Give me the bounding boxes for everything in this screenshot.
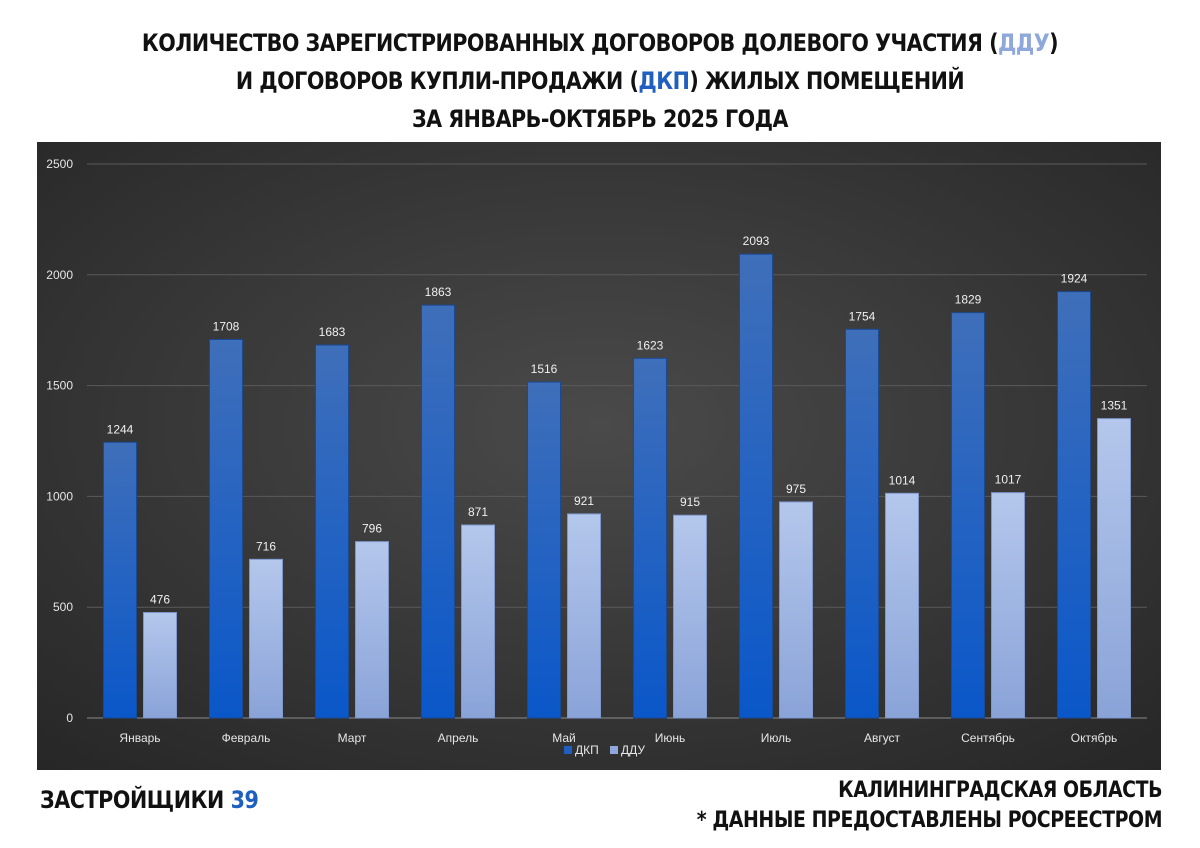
bar [315, 344, 349, 719]
data-label: 1754 [849, 309, 876, 323]
x-tick-label: Апрель [438, 731, 479, 745]
y-tick-label: 2000 [46, 268, 73, 282]
title-line-1-end: ) [1049, 29, 1059, 57]
source-note: * ДАННЫЕ ПРЕДОСТАВЛЕНЫ РОСРЕЕСТРОМ [696, 808, 1163, 833]
bar [249, 558, 283, 719]
bar [1097, 418, 1131, 719]
bar [991, 492, 1025, 719]
data-label: 975 [786, 482, 806, 496]
bar [633, 357, 667, 719]
data-label: 1516 [531, 362, 558, 376]
x-tick-label: Август [864, 731, 901, 745]
data-label: 2093 [743, 234, 770, 248]
bar [779, 501, 813, 719]
data-label: 1863 [425, 285, 452, 299]
data-label: 915 [680, 495, 700, 509]
x-tick-label: Июнь [655, 731, 686, 745]
brand-number: 39 [230, 786, 259, 814]
title-line-2-text: И ДОГОВОРОВ КУПЛИ-ПРОДАЖИ ( [235, 67, 639, 95]
data-label: 1017 [995, 473, 1022, 487]
x-tick-label: Июль [761, 731, 792, 745]
title-ddu-highlight: ДДУ [998, 29, 1050, 57]
legend-swatch [610, 746, 618, 754]
data-label: 476 [150, 593, 170, 607]
x-tick-label: Март [338, 731, 367, 745]
legend-label: ДКП [575, 743, 599, 757]
brand-logo-text: ЗАСТРОЙЩИКИ 39 [40, 786, 259, 814]
bar [355, 541, 389, 719]
title-line-2-end: ) ЖИЛЫХ ПОМЕЩЕНИЙ [689, 67, 965, 95]
data-label: 1623 [637, 338, 664, 352]
bar [951, 312, 985, 719]
bar-chart: 0 500 1000 1500 2000 2500 1244 476 Январь 1708 71… [37, 142, 1161, 770]
y-tick-label: 1500 [46, 379, 73, 393]
bar [885, 492, 919, 719]
data-label: 796 [362, 522, 382, 536]
x-tick-label: Май [552, 731, 576, 745]
region-label: КАЛИНИНГРАДСКАЯ ОБЛАСТЬ [838, 778, 1162, 803]
brand-name: ЗАСТРОЙЩИКИ [40, 786, 224, 814]
bar [673, 514, 707, 719]
x-tick-label: Сентябрь [961, 731, 1015, 745]
y-tick-label: 0 [66, 711, 73, 725]
bar [103, 441, 137, 719]
x-tick-label: Февраль [222, 731, 271, 745]
data-label: 1351 [1101, 399, 1128, 413]
data-label: 1924 [1061, 272, 1088, 286]
bar [461, 524, 495, 719]
title-line-3: ЗА ЯНВАРЬ-ОКТЯБРЬ 2025 ГОДА [411, 105, 789, 133]
legend-swatch [564, 746, 572, 754]
bar [845, 328, 879, 719]
data-label: 1708 [213, 320, 240, 334]
y-tick-label: 500 [53, 600, 73, 614]
data-label: 1014 [889, 473, 916, 487]
data-label: 1244 [107, 422, 134, 436]
title-line-1-text: КОЛИЧЕСТВО ЗАРЕГИСТРИРОВАННЫХ ДОГОВОРОВ … [141, 29, 999, 57]
bar [1057, 291, 1091, 719]
data-label: 921 [574, 494, 594, 508]
x-tick-label: Январь [119, 731, 160, 745]
data-label: 871 [468, 505, 488, 519]
title-line-2: И ДОГОВОРОВ КУПЛИ-ПРОДАЖИ (ДКП) ЖИЛЫХ ПО… [84, 62, 1116, 100]
bar [527, 381, 561, 719]
bar [143, 612, 177, 719]
footer-notes: КАЛИНИНГРАДСКАЯ ОБЛАСТЬ * ДАННЫЕ ПРЕДОСТ… [696, 776, 1163, 836]
x-tick-label: Октябрь [1071, 731, 1118, 745]
data-label: 716 [256, 539, 276, 553]
bar [567, 513, 601, 719]
bar [739, 253, 773, 719]
chart-title: КОЛИЧЕСТВО ЗАРЕГИСТРИРОВАННЫХ ДОГОВОРОВ … [84, 24, 1116, 138]
y-tick-label: 1000 [46, 489, 73, 503]
y-tick-label: 2500 [46, 157, 73, 171]
title-dkp-highlight: ДКП [638, 67, 690, 95]
data-label: 1829 [955, 293, 982, 307]
title-line-1: КОЛИЧЕСТВО ЗАРЕГИСТРИРОВАННЫХ ДОГОВОРОВ … [84, 24, 1116, 62]
bar [421, 304, 455, 719]
bar [209, 339, 243, 719]
legend-label: ДДУ [621, 743, 645, 757]
data-label: 1683 [319, 325, 346, 339]
